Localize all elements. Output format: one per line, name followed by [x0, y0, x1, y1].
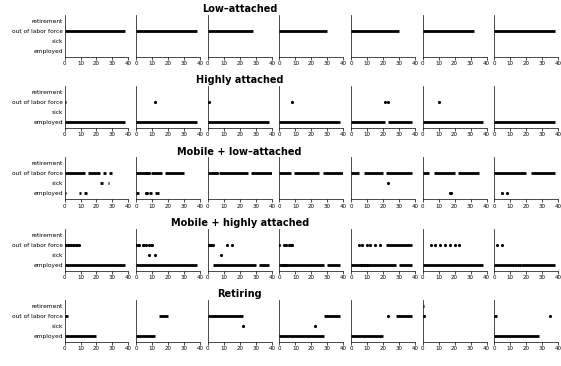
Title: Retiring: Retiring [218, 290, 262, 299]
Title: Highly attached: Highly attached [196, 75, 283, 85]
Title: Mobile + highly attached: Mobile + highly attached [171, 218, 309, 228]
Title: Mobile + low–attached: Mobile + low–attached [177, 147, 302, 157]
Title: Low–attached: Low–attached [202, 4, 278, 14]
